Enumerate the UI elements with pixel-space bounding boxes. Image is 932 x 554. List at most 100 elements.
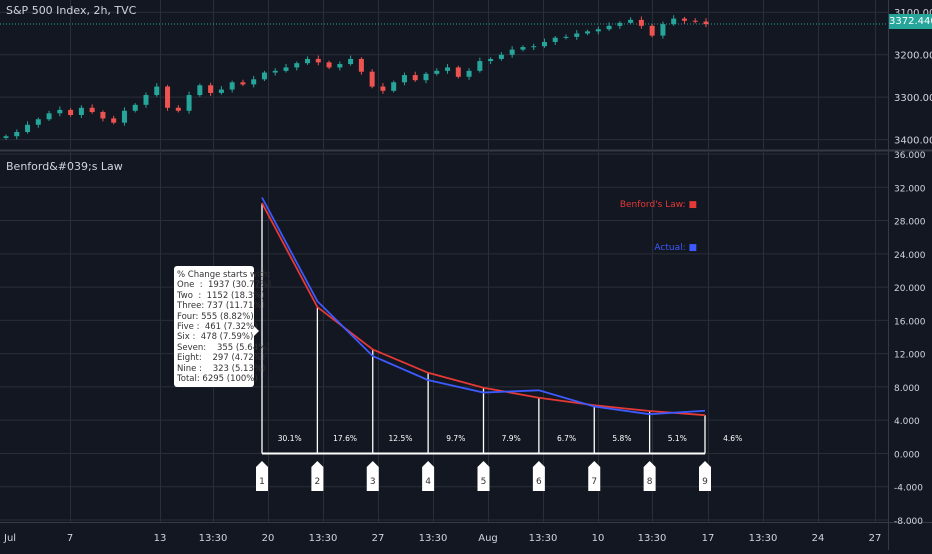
candle-body [509,49,515,55]
indicator-tick-label: 24.000 [894,251,926,261]
candle-body [681,18,687,21]
bar-value-label: 4.6% [723,434,742,443]
info-row: Six : 478 (7.59%) [177,332,254,343]
candle-body [25,124,31,132]
time-tick-label: 7 [67,533,73,544]
candle-body [412,75,418,81]
candle-body [531,46,537,48]
candle-body [121,110,127,123]
indicator-tick-label: 32.000 [894,184,926,194]
candle-body [14,131,20,137]
candle-body [520,47,526,50]
indicator-tick-label: -8.000 [894,517,923,527]
candle-body [186,95,192,111]
candle-body [111,118,117,123]
candle-body [606,25,612,30]
candle-body [477,61,483,71]
candle-body [488,58,494,62]
indicator-tick-label: 4.000 [894,417,920,427]
bar-value-label: 5.1% [668,434,687,443]
candle-body [3,136,9,138]
info-row: Nine : 323 (5.13%) [177,363,266,374]
candle-body [348,58,354,65]
digit-marker-label: 5 [481,477,487,487]
time-tick-label: 13:30 [309,533,338,544]
candle-body [197,85,203,96]
time-tick-label: 27 [869,533,882,544]
candle-body [455,67,461,77]
bar-value-label: 30.1% [278,434,302,443]
candle-body [391,82,397,91]
time-tick-label: Jul [3,533,16,544]
candle-body [660,24,666,36]
candle-body [68,109,74,116]
time-tick-label: 27 [372,533,385,544]
candle-body [337,64,343,68]
indicator-tick-label: 8.000 [894,384,920,394]
candle-body [251,79,257,85]
bar-value-label: 17.6% [333,434,357,443]
digit-marker [477,461,490,491]
candle-body [585,31,591,34]
price-tick-label: 3100.00 [894,8,932,19]
info-row: One : 1937 (30.77%) [177,280,272,291]
candle-body [35,119,41,125]
price-tick-label: 3400.00 [894,136,932,147]
candle-body [595,29,601,32]
candle-body [574,33,580,37]
indicator-tick-label: -4.000 [894,484,923,494]
benford-series-line [261,202,706,417]
time-tick-label: 20 [262,533,275,544]
legend-benford: Benford's Law: ■ [619,200,697,210]
candle-body [175,107,181,111]
last-price-badge: 3372.440 [889,14,932,29]
time-tick-label: 10 [592,533,605,544]
candle-body [498,54,504,59]
candle-body [272,70,278,73]
digit-marker-label: 1 [259,477,265,487]
candle-body [358,58,364,72]
digit-marker [699,461,711,491]
time-tick-label: 13:30 [199,533,228,544]
time-tick-label: 24 [812,533,825,544]
digit-marker [256,461,268,491]
candle-body [229,82,235,90]
digit-marker-label: 7 [591,477,597,487]
digit-marker [422,461,435,491]
candle-body [369,71,375,87]
legend-actual: Actual: ■ [654,243,697,253]
price-tick-label: 3300.00 [894,93,932,104]
time-tick-label: 13 [154,533,167,544]
candle-body [218,89,224,93]
candle-body [563,36,569,38]
price-tick-label: 3200.00 [894,51,932,62]
candle-body [401,75,407,83]
candle-body [240,82,246,85]
digit-marker-label: 8 [647,477,653,487]
bar-value-label: 7.9% [502,434,521,443]
info-row: Three: 737 (11.71%) [177,301,265,312]
bar-value-label: 6.7% [557,434,576,443]
time-tick-label: 13:30 [749,533,778,544]
bar-value-label: 9.7% [446,434,465,443]
candle-body [552,37,558,42]
indicator-tick-label: 28.000 [894,218,926,228]
time-tick-label: 17 [702,533,715,544]
candle-body [208,85,214,93]
candle-body [294,63,300,68]
candle-body [305,58,311,64]
candle-body [165,86,171,108]
indicator-tick-label: 20.000 [894,284,926,294]
time-tick-label: 13:30 [529,533,558,544]
time-tick-label: Aug [478,533,498,544]
candle-body [143,95,149,105]
time-tick-label: 13:30 [638,533,667,544]
candle-body [261,72,267,80]
candle-body [617,22,623,26]
candle-body [283,67,289,71]
digit-marker-label: 6 [536,477,542,487]
digit-marker [311,461,324,491]
candle-body [154,86,160,96]
